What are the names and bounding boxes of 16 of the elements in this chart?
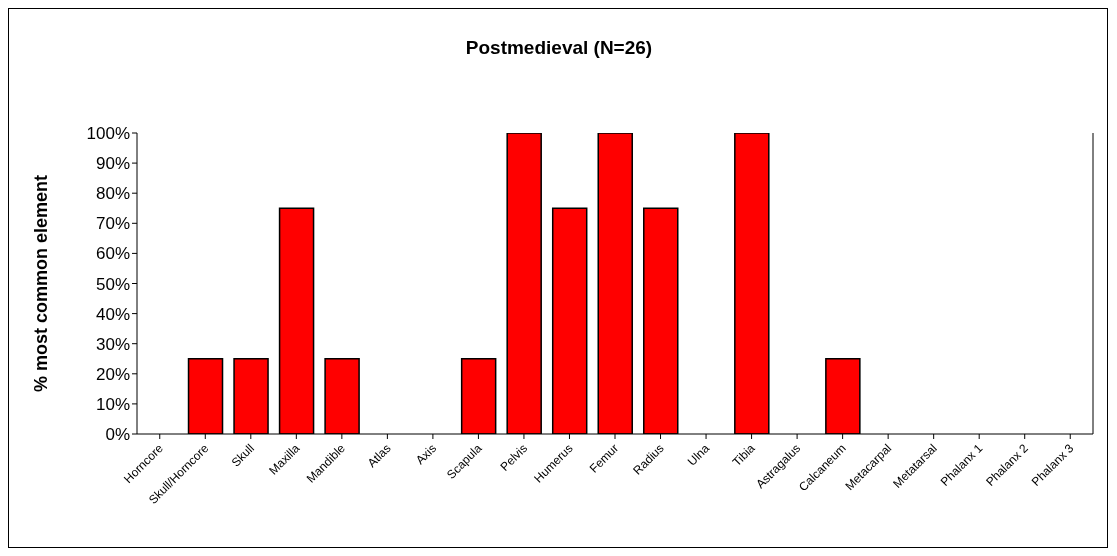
y-tick-label: 10%	[95, 394, 130, 414]
y-tick-label: 80%	[95, 184, 130, 204]
y-tick-label: 30%	[95, 334, 130, 354]
x-tick-label: Tibia	[729, 441, 758, 470]
x-tick-label: Ulna	[684, 441, 713, 469]
y-axis-title: % most common element	[31, 174, 52, 393]
y-tick-label: 50%	[95, 274, 130, 294]
y-tick-label: 90%	[95, 154, 130, 174]
x-tick-label: Axis	[413, 441, 440, 468]
y-tick-label: 20%	[95, 364, 130, 384]
y-tick-label: 0%	[105, 425, 130, 445]
y-tick-label: 40%	[95, 304, 130, 324]
y-tick-label: 70%	[95, 214, 130, 234]
chart-title: Postmedieval (N=26)	[464, 37, 654, 59]
y-tick-label: 100%	[86, 124, 130, 144]
y-tick-label: 60%	[95, 244, 130, 264]
